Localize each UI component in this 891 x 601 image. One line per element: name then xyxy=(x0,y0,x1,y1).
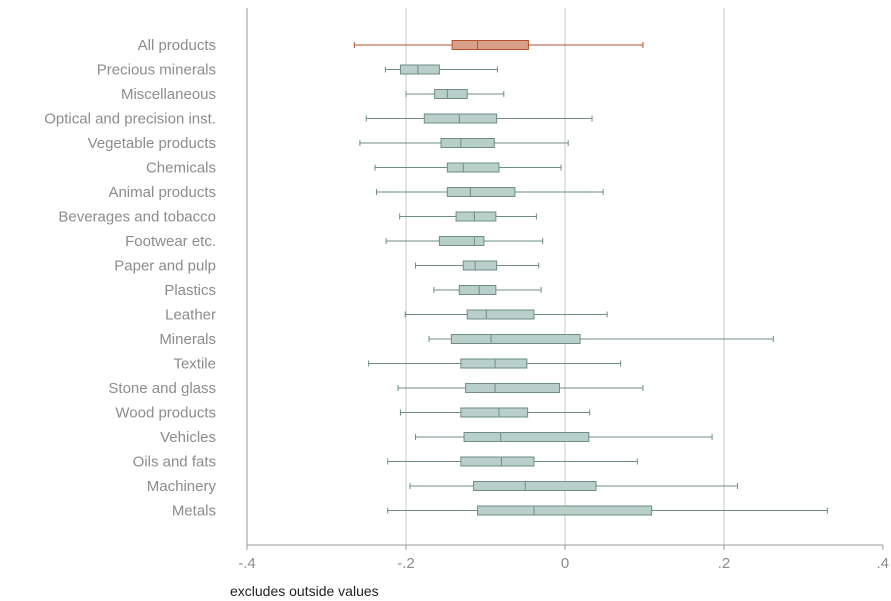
category-label: Stone and glass xyxy=(108,380,216,397)
box-group xyxy=(359,138,569,148)
iqr-box xyxy=(434,89,468,99)
iqr-box xyxy=(458,285,497,295)
category-label: Leather xyxy=(165,307,216,324)
category-label: Paper and pulp xyxy=(114,258,216,275)
category-label: Precious minerals xyxy=(97,62,216,79)
iqr-box xyxy=(473,481,597,491)
box-group xyxy=(415,432,713,442)
category-label: Chemicals xyxy=(146,160,216,177)
category-label: Miscellaneous xyxy=(121,86,216,103)
category-labels: All products Precious minerals Miscellaneo… xyxy=(44,37,216,520)
iqr-box xyxy=(477,505,653,516)
iqr-box xyxy=(460,456,535,467)
box-group xyxy=(405,89,505,99)
category-label: Metals xyxy=(172,503,216,520)
x-tick-label: .4 xyxy=(876,555,889,572)
boxes xyxy=(353,40,828,516)
x-tick-label: -.2 xyxy=(397,555,415,572)
category-label: Plastics xyxy=(164,282,216,299)
footnote: excludes outside values xyxy=(230,583,379,599)
box-group xyxy=(404,309,608,320)
axes xyxy=(246,8,884,550)
box-group xyxy=(399,211,537,222)
category-label: Optical and precision inst. xyxy=(44,111,216,128)
box-group xyxy=(399,407,591,418)
category-label: Animal products xyxy=(108,184,216,201)
x-tick-label: 0 xyxy=(561,555,569,572)
box-group xyxy=(385,236,544,246)
box-group xyxy=(415,260,540,271)
iqr-box xyxy=(450,334,581,344)
iqr-box xyxy=(466,309,535,320)
x-tick-labels: -.4 -.2 0 .2 .4 xyxy=(238,555,889,572)
box-group xyxy=(353,40,644,50)
iqr-box xyxy=(465,383,560,393)
iqr-box xyxy=(399,64,440,75)
iqr-box xyxy=(462,260,498,271)
iqr-box xyxy=(451,40,529,50)
iqr-box xyxy=(446,162,500,173)
category-label: Vehicles xyxy=(160,429,216,446)
box-group xyxy=(428,334,774,344)
iqr-box xyxy=(455,211,497,222)
iqr-box xyxy=(463,432,590,442)
iqr-box xyxy=(460,358,528,369)
category-label: Oils and fats xyxy=(133,454,216,471)
box-group xyxy=(376,187,604,197)
box-group xyxy=(397,383,644,393)
category-label: Machinery xyxy=(147,478,217,495)
box-group xyxy=(384,64,498,75)
iqr-box xyxy=(440,138,495,148)
category-label: Textile xyxy=(173,356,216,373)
box-group xyxy=(387,456,638,467)
iqr-box xyxy=(446,187,516,197)
x-tick-label: .2 xyxy=(718,555,731,572)
box-group xyxy=(365,113,593,124)
box-group xyxy=(409,481,739,491)
box-group xyxy=(433,285,542,295)
grid-lines xyxy=(405,8,725,545)
x-tick-label: -.4 xyxy=(238,555,256,572)
category-label: Minerals xyxy=(159,331,216,348)
category-label: All products xyxy=(138,37,216,54)
iqr-box xyxy=(423,113,498,124)
category-label: Vegetable products xyxy=(88,135,216,152)
box-group xyxy=(368,358,622,369)
category-label: Beverages and tobacco xyxy=(58,209,216,226)
iqr-box xyxy=(460,407,529,418)
category-label: Wood products xyxy=(115,405,216,422)
box-group xyxy=(387,505,828,516)
iqr-box xyxy=(438,236,485,246)
category-label: Footwear etc. xyxy=(125,233,216,250)
box-group xyxy=(374,162,562,173)
